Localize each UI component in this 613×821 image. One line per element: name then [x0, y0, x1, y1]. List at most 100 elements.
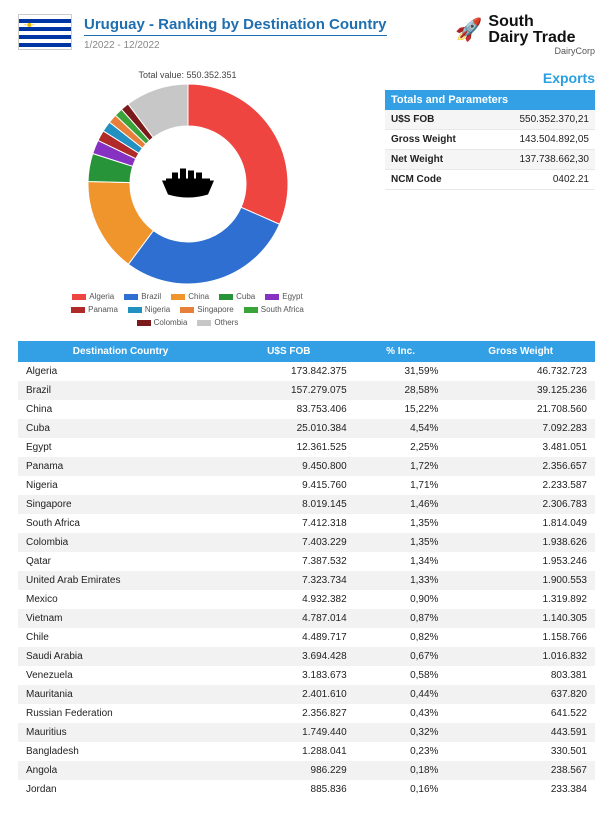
- table-row: Chile4.489.7170,82%1.158.766: [18, 628, 595, 647]
- cell-value: 885.836: [223, 780, 355, 799]
- cell-value: 1.288.041: [223, 742, 355, 761]
- legend-swatch: [71, 307, 85, 313]
- cell-value: 9.415.760: [223, 476, 355, 495]
- legend-label: Singapore: [197, 305, 233, 314]
- cell-value: 1,33%: [355, 571, 447, 590]
- table-row: Venezuela3.183.6730,58%803.381: [18, 666, 595, 685]
- legend-item: Nigeria: [128, 305, 170, 314]
- cell-value: 2.401.610: [223, 685, 355, 704]
- totals-value: 550.352.370,21: [519, 114, 589, 125]
- destination-table: Destination CountryU$S FOB% Inc.Gross We…: [18, 341, 595, 799]
- table-row: Colombia7.403.2291,35%1.938.626: [18, 533, 595, 552]
- cell-value: 9.450.800: [223, 457, 355, 476]
- cell-value: 0,18%: [355, 761, 447, 780]
- cell-value: 28,58%: [355, 381, 447, 400]
- legend-label: Nigeria: [145, 305, 170, 314]
- totals-label: Net Weight: [391, 154, 443, 165]
- cell-value: 2.356.827: [223, 704, 355, 723]
- table-row: Singapore8.019.1451,46%2.306.783: [18, 495, 595, 514]
- table-row: Egypt12.361.5252,25%3.481.051: [18, 438, 595, 457]
- totals-row: U$S FOB550.352.370,21: [385, 110, 595, 130]
- table-row: China83.753.40615,22%21.708.560: [18, 400, 595, 419]
- table-row: Cuba25.010.3844,54%7.092.283: [18, 419, 595, 438]
- cell-value: 641.522: [446, 704, 595, 723]
- cell-value: 0,90%: [355, 590, 447, 609]
- cell-value: 0,16%: [355, 780, 447, 799]
- cell-value: 4.489.717: [223, 628, 355, 647]
- title-block: Uruguay - Ranking by Destination Country…: [84, 14, 443, 51]
- table-row: Bangladesh1.288.0410,23%330.501: [18, 742, 595, 761]
- mid-row: Total value: 550.352.351 AlgeriaBrazilCh…: [18, 70, 595, 327]
- cell-value: 1.016.832: [446, 647, 595, 666]
- cell-country: Venezuela: [18, 666, 223, 685]
- legend-label: Algeria: [89, 292, 114, 301]
- cell-value: 3.183.673: [223, 666, 355, 685]
- totals-row: Net Weight137.738.662,30: [385, 150, 595, 170]
- cell-value: 1,35%: [355, 533, 447, 552]
- table-col-header: U$S FOB: [223, 341, 355, 362]
- brand-sub: DairyCorp: [455, 46, 595, 56]
- cell-value: 1.319.892: [446, 590, 595, 609]
- cell-country: Cuba: [18, 419, 223, 438]
- cell-country: United Arab Emirates: [18, 571, 223, 590]
- cell-value: 39.125.236: [446, 381, 595, 400]
- totals-label: NCM Code: [391, 174, 442, 185]
- cell-country: Panama: [18, 457, 223, 476]
- legend-label: Cuba: [236, 292, 255, 301]
- legend-label: Others: [214, 318, 238, 327]
- flag-uruguay: [18, 14, 72, 50]
- cell-value: 2,25%: [355, 438, 447, 457]
- cell-value: 1,71%: [355, 476, 447, 495]
- cell-value: 15,22%: [355, 400, 447, 419]
- cell-value: 1,35%: [355, 514, 447, 533]
- cell-value: 1.814.049: [446, 514, 595, 533]
- table-header-row: Destination CountryU$S FOB% Inc.Gross We…: [18, 341, 595, 362]
- date-range: 1/2022 - 12/2022: [84, 40, 443, 51]
- cell-country: Egypt: [18, 438, 223, 457]
- cell-value: 0,67%: [355, 647, 447, 666]
- cell-value: 803.381: [446, 666, 595, 685]
- cell-value: 2.356.657: [446, 457, 595, 476]
- legend-item: Panama: [71, 305, 118, 314]
- cell-country: Algeria: [18, 362, 223, 381]
- legend-item: Brazil: [124, 292, 161, 301]
- table-row: Jordan885.8360,16%233.384: [18, 780, 595, 799]
- legend-swatch: [171, 294, 185, 300]
- cell-value: 46.732.723: [446, 362, 595, 381]
- legend-item: Singapore: [180, 305, 233, 314]
- cell-value: 4.787.014: [223, 609, 355, 628]
- cell-country: Jordan: [18, 780, 223, 799]
- legend-swatch: [219, 294, 233, 300]
- cell-value: 1.953.246: [446, 552, 595, 571]
- legend-item: Colombia: [137, 318, 188, 327]
- cell-value: 0,58%: [355, 666, 447, 685]
- rocket-icon: 🚀: [455, 17, 482, 43]
- totals-label: Gross Weight: [391, 134, 456, 145]
- table-row: United Arab Emirates7.323.7341,33%1.900.…: [18, 571, 595, 590]
- table-row: Angola986.2290,18%238.567: [18, 761, 595, 780]
- cell-country: Bangladesh: [18, 742, 223, 761]
- legend-label: China: [188, 292, 209, 301]
- cell-value: 2.233.587: [446, 476, 595, 495]
- totals-value: 0402.21: [553, 174, 589, 185]
- legend-item: South Africa: [244, 305, 304, 314]
- cell-value: 1.900.553: [446, 571, 595, 590]
- cell-value: 8.019.145: [223, 495, 355, 514]
- legend-label: Colombia: [154, 318, 188, 327]
- cell-country: Mauritius: [18, 723, 223, 742]
- cell-value: 1.158.766: [446, 628, 595, 647]
- cell-value: 7.403.229: [223, 533, 355, 552]
- table-row: South Africa7.412.3181,35%1.814.049: [18, 514, 595, 533]
- cell-value: 0,32%: [355, 723, 447, 742]
- table-row: Brazil157.279.07528,58%39.125.236: [18, 381, 595, 400]
- cell-value: 7.412.318: [223, 514, 355, 533]
- table-row: Nigeria9.415.7601,71%2.233.587: [18, 476, 595, 495]
- cell-country: Vietnam: [18, 609, 223, 628]
- legend-item: China: [171, 292, 209, 301]
- cell-value: 173.842.375: [223, 362, 355, 381]
- donut-slice: [128, 207, 279, 284]
- legend-label: Brazil: [141, 292, 161, 301]
- legend-label: Egypt: [282, 292, 302, 301]
- cell-value: 0,44%: [355, 685, 447, 704]
- brand-line2: Dairy Trade: [488, 30, 575, 46]
